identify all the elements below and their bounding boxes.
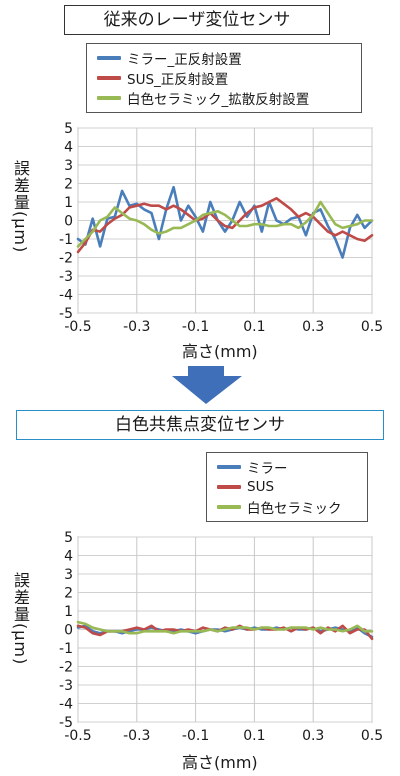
y-tick-label: 5	[64, 530, 73, 546]
chart-conventional: 5 4 3 2 1 0 -1 -2 -3 -4 -5-0.5 -0.3 -0.1 0.1 0.3 0.5	[59, 121, 383, 335]
series-line-mirror	[76, 185, 374, 259]
y-tick-label: -1	[59, 641, 73, 657]
legend-label-mirror: ミラー_正反射設置	[127, 52, 242, 68]
y-tick-label: 4	[64, 140, 73, 156]
series-line-sus	[76, 197, 374, 254]
x-tick-label: -0.1	[182, 728, 209, 744]
y-tick-label: 2	[64, 177, 73, 193]
y-tick-label: 1	[64, 195, 73, 211]
x-axis-label-conventional: 高さ(mm)	[182, 342, 258, 361]
x-tick-label: 0.3	[302, 319, 324, 335]
y-tick-label: 2	[64, 586, 73, 602]
y-tick-label: 4	[64, 549, 73, 565]
x-axis-label-confocal: 高さ(mm)	[182, 753, 258, 772]
y-tick-label: -4	[59, 288, 73, 304]
down-arrow-shape	[172, 366, 242, 404]
legend-swatch-mirror	[217, 465, 241, 469]
x-tick-label: 0.5	[361, 319, 383, 335]
legend-label-sus: SUS_正反射設置	[127, 72, 229, 88]
chart-title-conventional: 従来のレーザ変位センサ	[64, 5, 330, 35]
down-arrow-icon	[172, 366, 242, 404]
legend-confocal: ミラー SUS 白色セラミック	[206, 452, 368, 522]
legend-item-mirror: ミラー	[217, 457, 359, 477]
legend-swatch-sus	[97, 76, 121, 80]
x-tick-label: 0.3	[302, 728, 324, 744]
x-tick-label: 0.1	[243, 319, 265, 335]
legend-swatch-sus	[217, 485, 241, 489]
y-tick-label: -5	[59, 715, 73, 731]
legend-item-sus: SUS	[217, 477, 359, 497]
y-tick-label: -4	[59, 697, 73, 713]
x-tick-label: -0.1	[182, 319, 209, 335]
y-tick-label: 1	[64, 604, 73, 620]
y-tick-label: 3	[64, 567, 73, 583]
x-tick-label: -0.3	[123, 319, 150, 335]
x-tick-label: 0.5	[361, 728, 383, 744]
y-tick-label: -5	[59, 306, 73, 322]
legend-swatch-ceramic	[97, 96, 121, 100]
x-tick-label: -0.5	[64, 728, 91, 744]
x-tick-label: -0.3	[123, 728, 150, 744]
chart-confocal: 5 4 3 2 1 0 -1 -2 -3 -4 -5-0.5 -0.3 -0.1 0.1 0.3 0.5	[59, 530, 383, 744]
legend-item-sus: SUS_正反射設置	[97, 68, 353, 88]
y-tick-label: 0	[64, 623, 73, 639]
y-tick-label: 0	[64, 214, 73, 230]
legend-conventional: ミラー_正反射設置 SUS_正反射設置 白色セラミック_拡散反射設置	[86, 43, 362, 113]
y-tick-label: -3	[59, 678, 73, 694]
legend-item-mirror: ミラー_正反射設置	[97, 48, 353, 68]
legend-item-ceramic: 白色セラミック	[217, 497, 359, 517]
y-tick-label: -1	[59, 232, 73, 248]
x-tick-label: 0.1	[243, 728, 265, 744]
legend-label-sus: SUS	[247, 479, 275, 495]
series-line-ceramic	[76, 200, 374, 248]
y-tick-label: 3	[64, 158, 73, 174]
y-tick-label: -2	[59, 660, 73, 676]
chart-title-confocal: 白色共焦点変位センサ	[16, 410, 384, 440]
y-tick-label: -2	[59, 251, 73, 267]
legend-swatch-mirror	[97, 56, 121, 60]
x-tick-label: -0.5	[64, 319, 91, 335]
series-line-ceramic	[76, 620, 374, 635]
legend-item-ceramic: 白色セラミック_拡散反射設置	[97, 88, 353, 108]
y-tick-label: 5	[64, 121, 73, 137]
y-tick-label: -3	[59, 269, 73, 285]
legend-swatch-ceramic	[217, 505, 241, 509]
y-axis-label-confocal: 誤差量(μm)	[11, 572, 30, 666]
y-axis-label-conventional: 誤差量(μm)	[11, 160, 30, 254]
legend-label-ceramic: 白色セラミック_拡散反射設置	[127, 92, 310, 108]
legend-label-mirror: ミラー	[247, 461, 288, 477]
legend-label-ceramic: 白色セラミック	[247, 501, 342, 517]
series-line-sus	[76, 624, 374, 641]
